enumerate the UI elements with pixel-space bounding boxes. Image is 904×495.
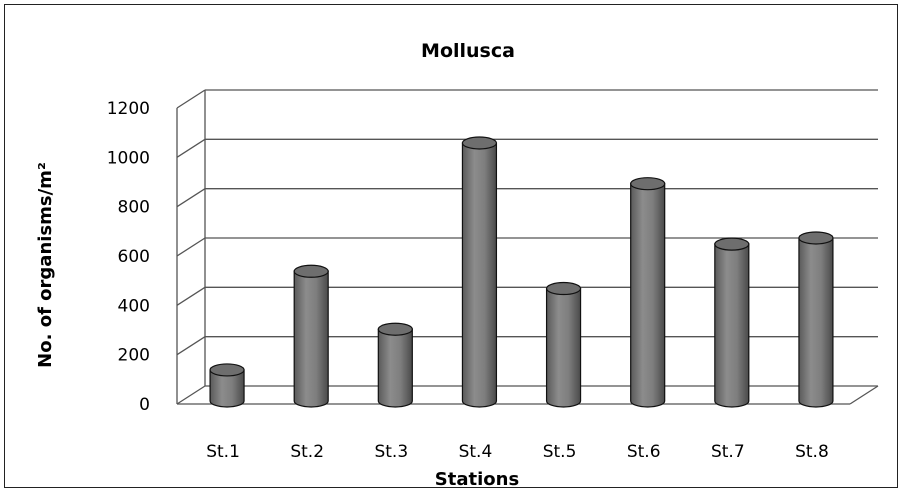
- x-tick-label: St.5: [543, 442, 577, 462]
- floor-right-edge: [849, 385, 879, 405]
- bar-top: [461, 136, 498, 150]
- y-tick-label: 200: [118, 346, 150, 366]
- x-tick-label: St.7: [711, 442, 745, 462]
- bar: [630, 177, 666, 408]
- bar-body: [630, 183, 666, 408]
- y-tick-label: 0: [139, 395, 150, 415]
- y-tick-label: 1000: [107, 148, 150, 168]
- x-tick-label: St.3: [374, 442, 408, 462]
- y-tick-label: 600: [118, 247, 150, 267]
- x-tick-label: St.2: [290, 442, 324, 462]
- bar: [461, 136, 498, 408]
- y-tick-label: 1200: [107, 99, 150, 119]
- gridline-depth: [176, 138, 206, 158]
- gridline-depth: [176, 385, 206, 405]
- bar: [377, 322, 413, 408]
- tick-labels: 0 200 400 600 800 1000 1200 St.1 St.2 St.3 St.4 St.…: [107, 99, 829, 462]
- gridline-depth: [176, 89, 206, 109]
- gridline-depth: [176, 336, 206, 356]
- gridlines: [176, 89, 879, 405]
- bar-body: [377, 328, 413, 408]
- bar-top: [545, 281, 582, 296]
- bar-top: [630, 177, 666, 191]
- bar: [545, 281, 582, 408]
- x-tick-label: St.8: [795, 442, 829, 462]
- bar-body: [714, 243, 750, 408]
- bar-body: [798, 237, 834, 408]
- y-axis-title: No. of organisms/m²: [35, 162, 56, 368]
- bar-body: [461, 142, 498, 408]
- chart-title: Mollusca: [421, 40, 515, 62]
- bar-top: [293, 264, 329, 278]
- bar: [798, 231, 834, 408]
- bar-top: [798, 231, 834, 245]
- gridline-depth: [176, 188, 206, 208]
- x-tick-label: St.6: [627, 442, 661, 462]
- bar-top: [377, 322, 413, 336]
- bar: [714, 237, 750, 408]
- bar-top: [209, 363, 245, 377]
- bar-body: [545, 287, 582, 408]
- y-tick-label: 400: [118, 296, 150, 316]
- bar: [209, 363, 245, 408]
- gridline-depth: [176, 237, 206, 257]
- x-tick-label: St.1: [206, 442, 240, 462]
- bar-body: [209, 369, 245, 408]
- bar-top: [714, 237, 750, 251]
- bars: [209, 136, 834, 408]
- bar-body: [293, 270, 329, 408]
- bar: [293, 264, 329, 408]
- gridline-depth: [176, 286, 206, 306]
- y-tick-label: 800: [118, 198, 150, 218]
- x-axis-title: Stations: [435, 469, 519, 490]
- x-tick-label: St.4: [459, 442, 493, 462]
